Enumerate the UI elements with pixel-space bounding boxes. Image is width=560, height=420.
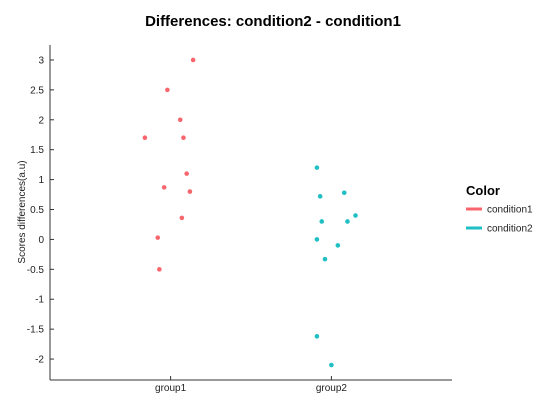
y-tick-label: -1 bbox=[35, 295, 44, 306]
legend-label-condition1: condition1 bbox=[487, 205, 533, 216]
data-point-condition1 bbox=[155, 235, 161, 240]
y-tick-label: 3 bbox=[38, 55, 44, 66]
data-point-condition2 bbox=[314, 165, 320, 170]
data-point-condition2 bbox=[341, 190, 347, 196]
chart-title: Differences: condition2 - condition1 bbox=[145, 13, 401, 30]
y-tick-label: 2 bbox=[38, 115, 44, 126]
data-point-condition1 bbox=[187, 189, 193, 194]
data-point-condition1 bbox=[181, 135, 186, 141]
x-tick-label-group1: group1 bbox=[155, 383, 187, 394]
data-point-condition2 bbox=[335, 243, 341, 248]
data-point-condition1 bbox=[190, 57, 196, 63]
y-axis-label: Scores differences(a.u) bbox=[17, 160, 28, 263]
y-tick-label: -0.5 bbox=[27, 265, 45, 276]
legend: Color condition1 condition2 bbox=[466, 183, 533, 235]
data-point-condition2 bbox=[317, 194, 323, 199]
data-point-condition1 bbox=[157, 267, 162, 272]
y-tick-label: -1.5 bbox=[27, 325, 45, 336]
data-point-condition1 bbox=[161, 185, 167, 190]
y-tick-label: 2.5 bbox=[30, 85, 44, 96]
data-point-condition1 bbox=[142, 135, 148, 141]
data-point-condition1 bbox=[177, 117, 183, 123]
y-tick-label: 0 bbox=[38, 235, 44, 246]
data-point-condition2 bbox=[319, 219, 325, 224]
y-tick-label: 1 bbox=[38, 175, 44, 186]
data-points bbox=[142, 57, 358, 368]
data-point-condition2 bbox=[329, 362, 334, 368]
data-point-condition2 bbox=[322, 256, 328, 262]
data-point-condition1 bbox=[165, 87, 170, 93]
y-tick-label: 1.5 bbox=[30, 145, 44, 156]
axes bbox=[49, 45, 452, 381]
data-point-condition2 bbox=[345, 219, 350, 224]
x-ticks: group1 group2 bbox=[155, 376, 347, 394]
legend-label-condition2: condition2 bbox=[487, 224, 533, 235]
data-point-condition1 bbox=[179, 215, 185, 221]
legend-title: Color bbox=[466, 183, 500, 198]
data-point-condition2 bbox=[314, 334, 320, 339]
x-tick-label-group2: group2 bbox=[316, 383, 348, 394]
y-ticks: 3 2.5 2 1.5 1 0.5 0 -0.5 -1 -1.5 -2 bbox=[27, 55, 54, 366]
data-point-condition2 bbox=[353, 213, 358, 218]
data-point-condition2 bbox=[314, 237, 320, 242]
legend-items: condition1 condition2 bbox=[466, 205, 533, 235]
y-tick-label: -2 bbox=[35, 355, 44, 366]
y-tick-label: 0.5 bbox=[30, 205, 44, 216]
data-point-condition1 bbox=[184, 171, 189, 176]
